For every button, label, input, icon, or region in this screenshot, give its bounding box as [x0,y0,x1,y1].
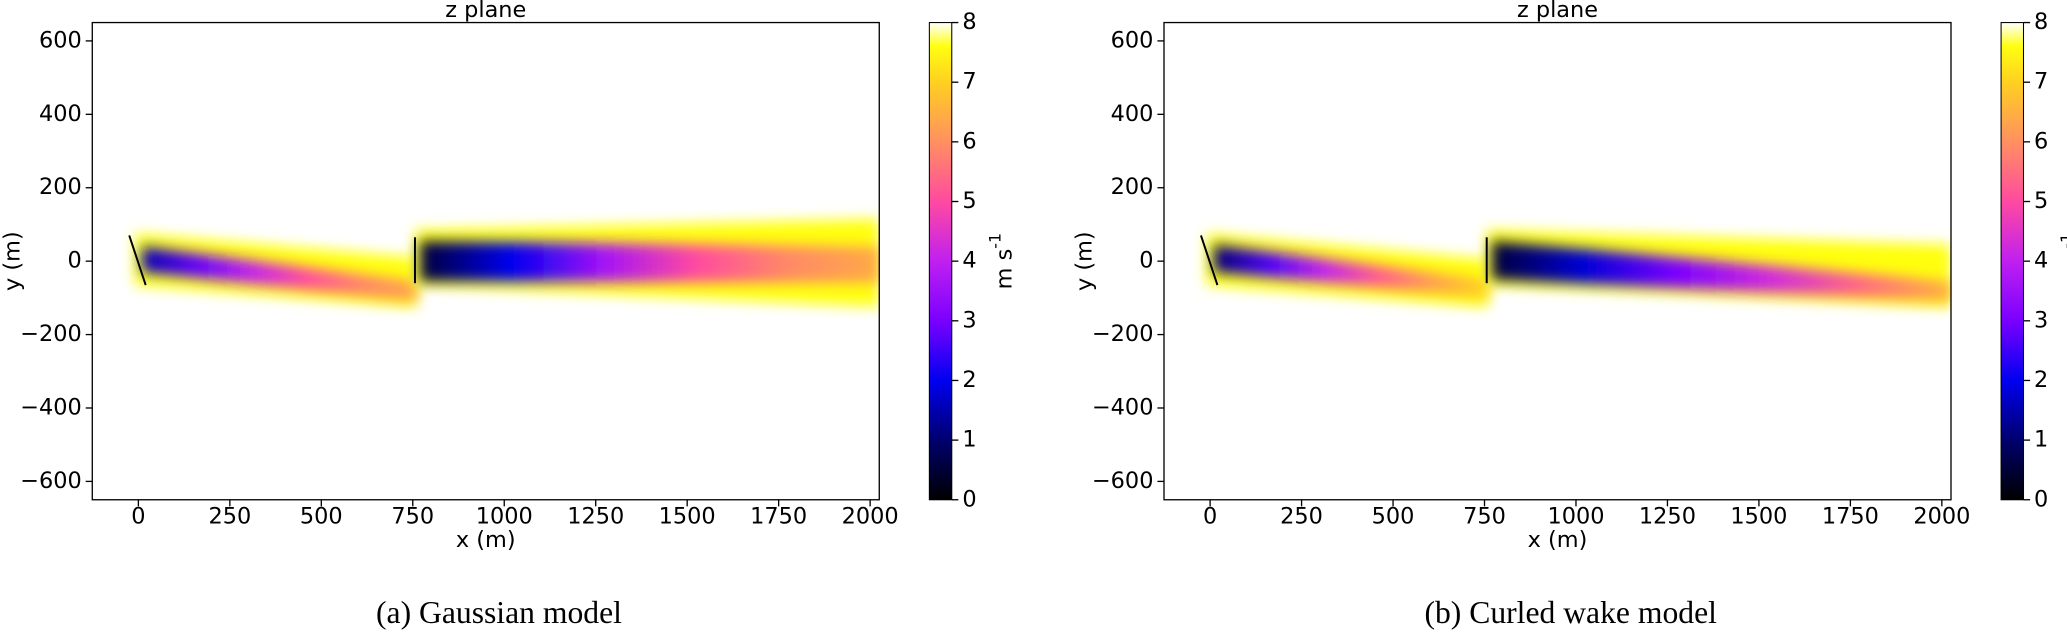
field [128,218,880,308]
x-tick-label: 1250 [567,503,624,529]
colorbar [2000,22,2025,501]
colorbar-tick-label: 4 [2034,248,2048,274]
colorbar-tick-label: 6 [2034,128,2048,154]
x-tick-label: 1500 [659,503,716,529]
chart-title: z plane [1517,0,1598,23]
y-tick-label: −400 [20,394,82,420]
field [1200,229,1951,308]
turbine [128,235,147,286]
x-tick-label: 500 [1372,503,1415,529]
chart-title: z plane [445,0,526,23]
x-tick-label: 0 [131,503,145,529]
colorbar-tick-label: 1 [2034,427,2048,453]
colorbar-tick-label: 2 [2034,367,2048,393]
colorbar-label: m s-1 [2057,233,2067,289]
x-tick-label: 1000 [476,503,533,529]
x-tick-label: 0 [1203,503,1217,529]
colorbar-tick-label: 3 [2034,307,2048,333]
y-tick-label: 0 [1139,248,1153,274]
y-tick-label: 400 [39,101,82,127]
y-tick-label: 600 [1111,27,1154,53]
colorbar-tick-label: 5 [2034,188,2048,214]
colorbar-tick-label: 0 [2034,486,2048,512]
colorbar-tick-label: 5 [962,188,976,214]
x-tick-label: 750 [1463,503,1506,529]
colorbar-label-exponent: -1 [985,233,1004,249]
colorbar-tick-label: 6 [962,128,976,154]
x-tick-label: 1750 [750,503,807,529]
turbine [1200,235,1219,286]
colorbar-tick-label: 7 [2034,69,2048,95]
colorbar-tick-label: 7 [962,69,976,95]
x-tick-label: 250 [1280,503,1323,529]
x-axis-label: x (m) [1528,527,1588,553]
y-tick-label: 200 [1111,174,1154,200]
y-tick-label: −600 [20,468,82,494]
x-tick-label: 1250 [1639,503,1696,529]
x-tick-label: 2000 [1913,503,1970,529]
x-tick-label: 1000 [1547,503,1604,529]
colorbar-tick-label: 2 [962,367,976,393]
colorbar-tick-label: 1 [962,427,976,453]
y-tick-label: 600 [39,27,82,53]
x-tick-label: 1500 [1730,503,1787,529]
colorbar-label-exponent: -1 [2057,233,2067,249]
colorbar-label: m s-1 [985,233,1017,289]
y-tick-label: 0 [67,248,81,274]
colorbar-tick-label: 8 [2034,9,2048,35]
wake-region [1491,240,1951,302]
caption: (a) Gaussian model [376,595,622,630]
wake-region [1213,244,1489,298]
y-axis-label: y (m) [1071,231,1097,291]
colorbar-tick-label: 3 [962,307,976,333]
colorbar-tick-label: 8 [962,9,976,35]
y-tick-label: −400 [1092,394,1154,420]
x-tick-label: 500 [300,503,343,529]
colorbar-label-base: m s [2063,249,2067,290]
colorbar-tick-label: 0 [962,486,976,512]
y-tick-label: −200 [20,321,82,347]
x-tick-label: 2000 [842,503,899,529]
colorbar-label-base: m s [991,249,1017,290]
x-tick-label: 1750 [1822,503,1879,529]
x-tick-label: 750 [391,503,434,529]
colorbar-tick-label: 4 [962,248,976,274]
x-axis-label: x (m) [456,527,516,553]
y-tick-label: −200 [1092,321,1154,347]
y-tick-label: −600 [1092,468,1154,494]
x-tick-label: 250 [208,503,251,529]
wake-region [420,240,880,284]
caption: (b) Curled wake model [1424,595,1717,630]
y-tick-label: 400 [1111,101,1154,127]
colorbar [928,22,953,501]
wake-region [142,246,417,302]
y-axis-label: y (m) [0,231,26,291]
y-tick-label: 200 [39,174,82,200]
